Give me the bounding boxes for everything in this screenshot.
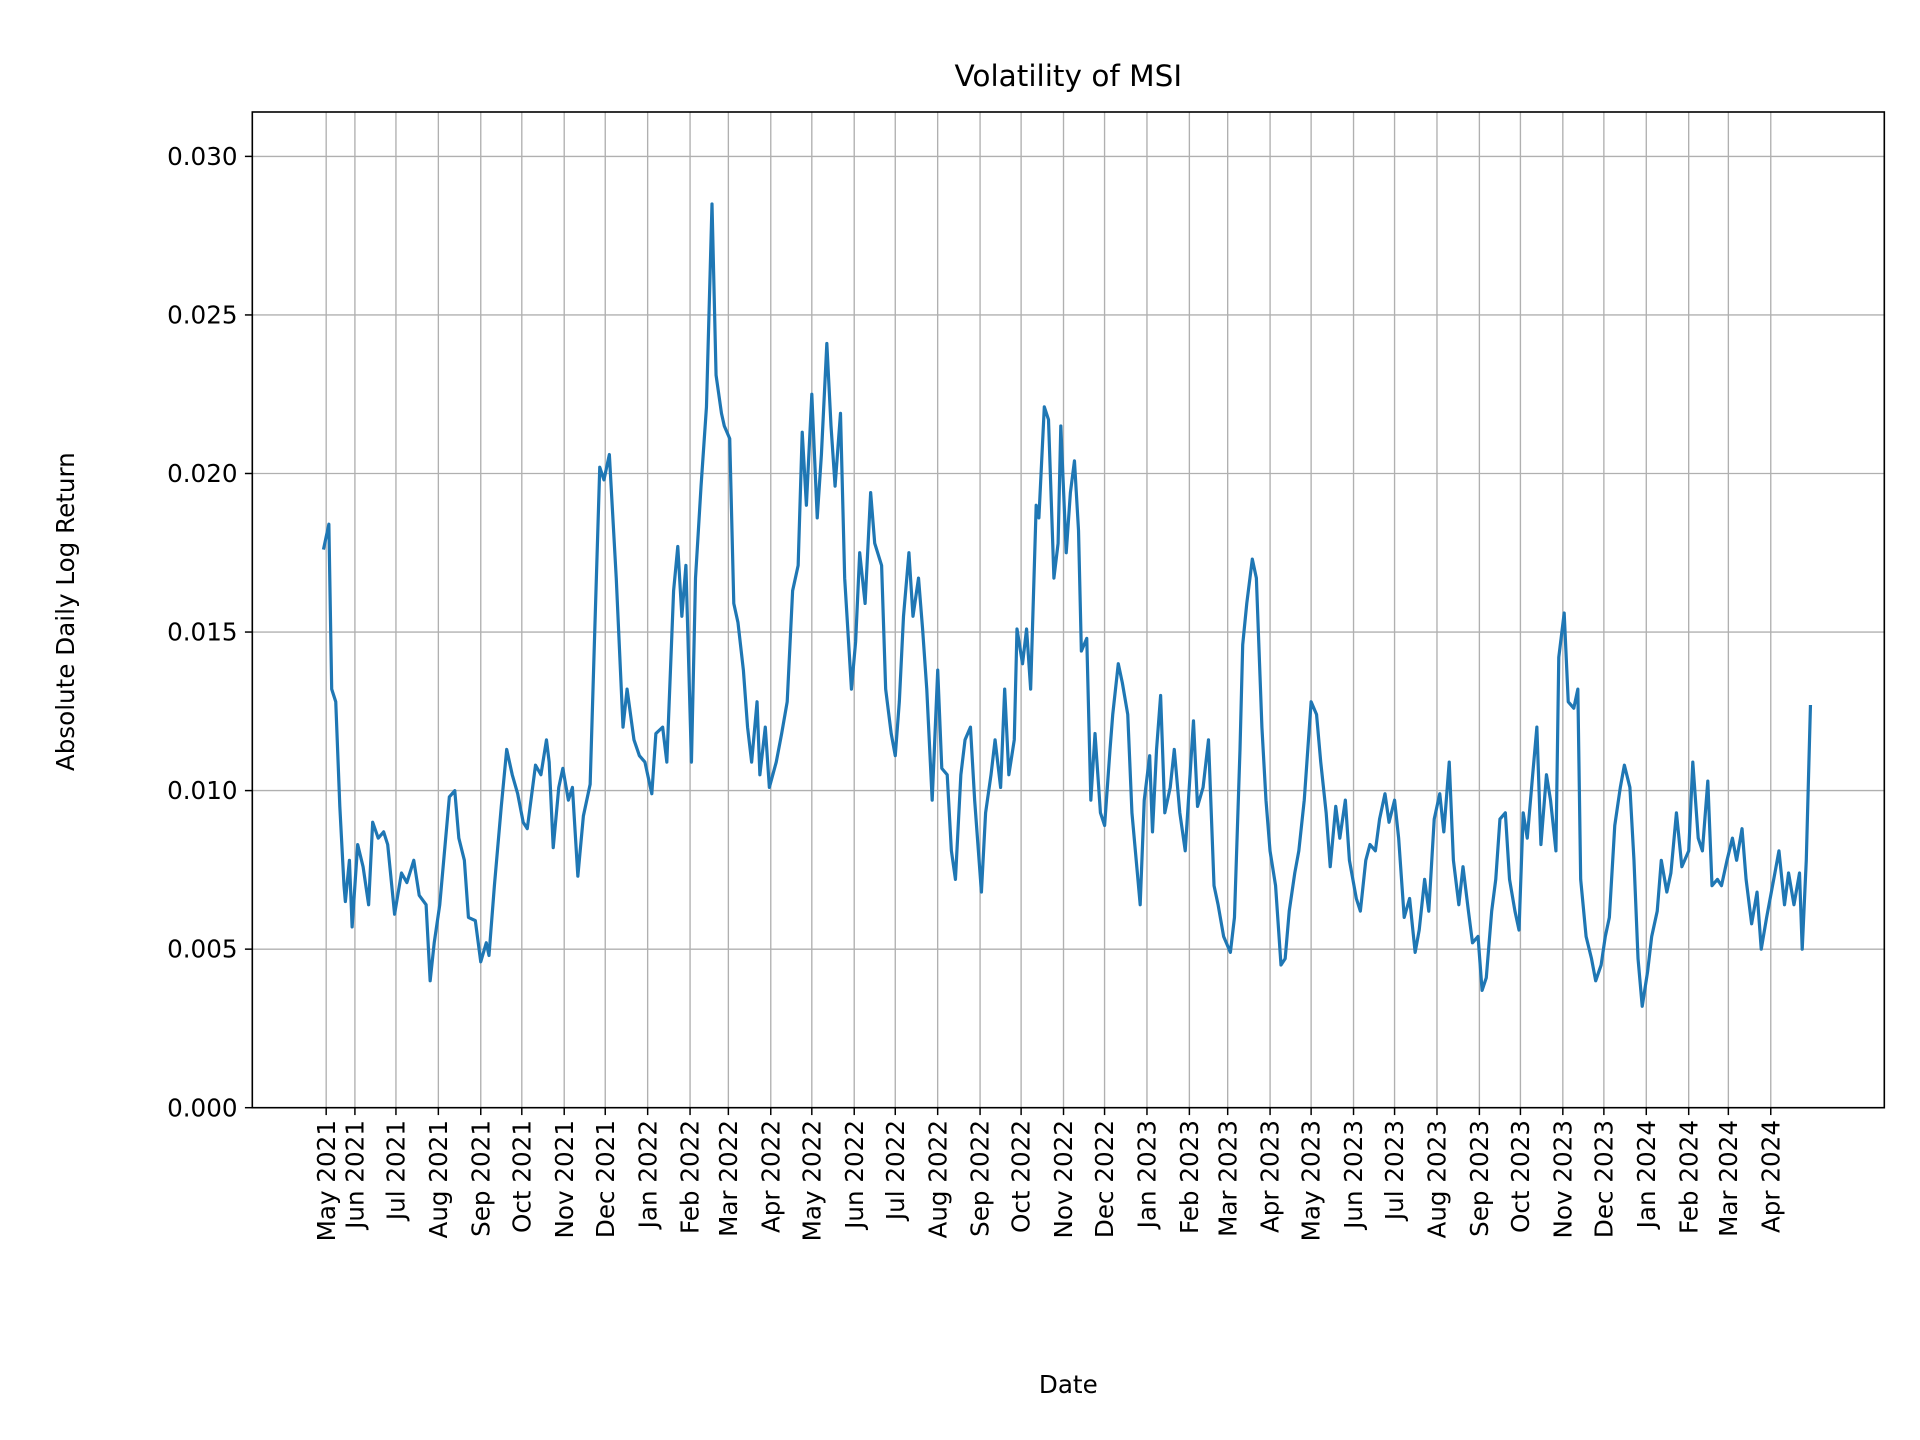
x-tick-label: Sep 2023 <box>1465 1120 1494 1237</box>
x-tick-label: Jan 2023 <box>1133 1120 1162 1230</box>
x-tick-label: Nov 2022 <box>1049 1120 1078 1238</box>
series-line <box>321 202 1813 1008</box>
y-tick-label: 0.010 <box>167 776 237 805</box>
x-tick-label: Nov 2021 <box>550 1120 579 1238</box>
x-tick-label: Oct 2022 <box>1007 1120 1036 1233</box>
x-tick-label: Mar 2024 <box>1714 1120 1743 1237</box>
x-tick-label: Sep 2021 <box>466 1120 495 1237</box>
x-tick-label: Apr 2023 <box>1256 1120 1285 1233</box>
x-tick-label: Jun 2023 <box>1339 1120 1368 1231</box>
x-tick-label: Aug 2021 <box>424 1120 453 1239</box>
x-axis-ticks: May 2021 Jun 2021 Jul 2021 Aug 2021 Sep 2021… <box>312 1107 1785 1241</box>
x-tick-label: May 2021 <box>312 1120 341 1241</box>
y-tick-label: 0.030 <box>167 142 237 171</box>
y-tick-label: 0.000 <box>167 1093 237 1122</box>
x-tick-label: Dec 2021 <box>591 1120 620 1238</box>
x-tick-label: Mar 2023 <box>1213 1120 1242 1237</box>
x-tick-label: Jul 2021 <box>382 1120 411 1222</box>
x-tick-label: Feb 2024 <box>1674 1120 1703 1234</box>
x-tick-label: Apr 2024 <box>1756 1120 1785 1233</box>
x-tick-label: Jul 2023 <box>1380 1120 1409 1222</box>
chart-title: Volatility of MSI <box>955 59 1183 93</box>
y-tick-label: 0.015 <box>167 618 237 647</box>
y-axis-ticks: 0.000 0.005 0.010 0.015 0.020 0.025 0.030 <box>167 142 253 1122</box>
x-tick-label: Oct 2023 <box>1506 1120 1535 1233</box>
x-axis-label: Date <box>1039 1370 1098 1399</box>
x-tick-label: Aug 2023 <box>1423 1120 1452 1239</box>
y-axis-label: Absolute Daily Log Return <box>51 452 80 771</box>
x-tick-label: May 2023 <box>1297 1120 1326 1241</box>
x-tick-label: Jan 2024 <box>1632 1120 1661 1230</box>
x-gridlines <box>325 112 1772 1108</box>
plot-frame <box>251 111 1886 1109</box>
x-tick-label: Apr 2022 <box>756 1120 785 1233</box>
x-tick-label: Jun 2022 <box>840 1120 869 1231</box>
x-tick-label: Jan 2022 <box>633 1120 662 1230</box>
x-tick-label: Oct 2021 <box>507 1120 536 1233</box>
x-tick-label: Dec 2023 <box>1589 1120 1618 1238</box>
x-tick-label: Dec 2022 <box>1090 1120 1119 1238</box>
x-tick-label: May 2022 <box>797 1120 826 1241</box>
y-tick-label: 0.005 <box>167 935 237 964</box>
y-tick-label: 0.020 <box>167 459 237 488</box>
x-tick-label: Feb 2022 <box>676 1120 705 1234</box>
x-tick-label: Jun 2021 <box>341 1120 370 1231</box>
x-tick-label: Mar 2022 <box>714 1120 743 1237</box>
x-tick-label: Sep 2022 <box>966 1120 995 1237</box>
y-tick-label: 0.025 <box>167 301 237 330</box>
x-tick-label: Nov 2023 <box>1548 1120 1577 1238</box>
x-tick-label: Jul 2022 <box>881 1120 910 1222</box>
x-tick-label: Aug 2022 <box>923 1120 952 1239</box>
x-tick-label: Feb 2023 <box>1175 1120 1204 1234</box>
